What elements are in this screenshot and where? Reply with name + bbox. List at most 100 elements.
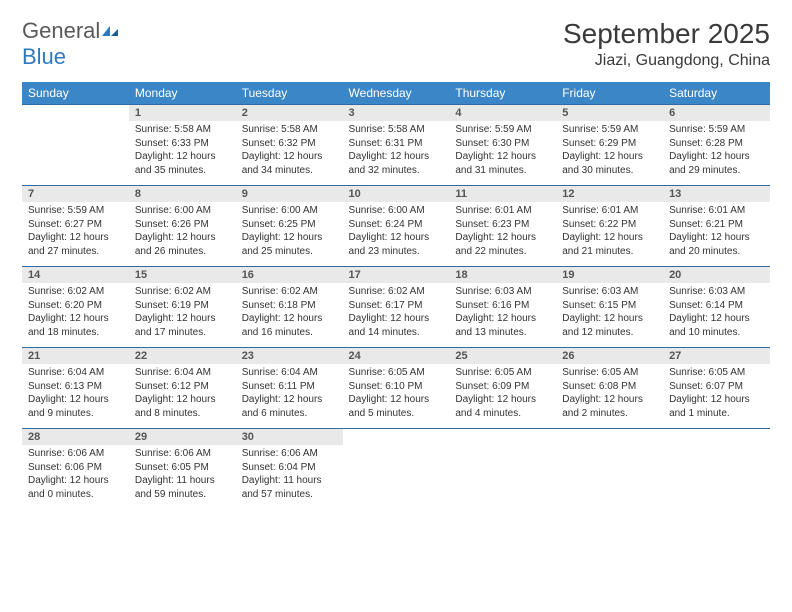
day-body: Sunrise: 5:59 AMSunset: 6:30 PMDaylight:…	[449, 121, 556, 185]
day-body: Sunrise: 6:00 AMSunset: 6:26 PMDaylight:…	[129, 202, 236, 266]
sunrise-text: Sunrise: 6:05 AM	[455, 366, 550, 380]
day-number: 20	[663, 267, 770, 283]
sunset-text: Sunset: 6:12 PM	[135, 380, 230, 394]
sunrise-text: Sunrise: 6:01 AM	[562, 204, 657, 218]
day-cell: 8Sunrise: 6:00 AMSunset: 6:26 PMDaylight…	[129, 186, 236, 267]
day-number: 15	[129, 267, 236, 283]
day-cell: 10Sunrise: 6:00 AMSunset: 6:24 PMDayligh…	[343, 186, 450, 267]
day-body: Sunrise: 6:04 AMSunset: 6:11 PMDaylight:…	[236, 364, 343, 428]
day-number: 5	[556, 105, 663, 121]
day-body	[343, 433, 450, 495]
day-cell: 2Sunrise: 5:58 AMSunset: 6:32 PMDaylight…	[236, 105, 343, 186]
day-body: Sunrise: 5:59 AMSunset: 6:28 PMDaylight:…	[663, 121, 770, 185]
day-cell: 13Sunrise: 6:01 AMSunset: 6:21 PMDayligh…	[663, 186, 770, 267]
sunset-text: Sunset: 6:25 PM	[242, 218, 337, 232]
day-body: Sunrise: 6:03 AMSunset: 6:16 PMDaylight:…	[449, 283, 556, 347]
daylight-text: Daylight: 12 hours and 25 minutes.	[242, 231, 337, 258]
day-cell: 21Sunrise: 6:04 AMSunset: 6:13 PMDayligh…	[22, 348, 129, 429]
sunrise-text: Sunrise: 6:04 AM	[28, 366, 123, 380]
day-body: Sunrise: 6:05 AMSunset: 6:07 PMDaylight:…	[663, 364, 770, 428]
day-cell: 14Sunrise: 6:02 AMSunset: 6:20 PMDayligh…	[22, 267, 129, 348]
daylight-text: Daylight: 12 hours and 6 minutes.	[242, 393, 337, 420]
logo-sail-icon	[100, 18, 120, 32]
dayhead-sat: Saturday	[663, 82, 770, 105]
day-number: 7	[22, 186, 129, 202]
daylight-text: Daylight: 12 hours and 10 minutes.	[669, 312, 764, 339]
sunrise-text: Sunrise: 5:58 AM	[349, 123, 444, 137]
day-body: Sunrise: 6:03 AMSunset: 6:14 PMDaylight:…	[663, 283, 770, 347]
sunrise-text: Sunrise: 6:03 AM	[669, 285, 764, 299]
logo: General Blue	[22, 18, 120, 70]
day-number: 4	[449, 105, 556, 121]
dayhead-mon: Monday	[129, 82, 236, 105]
day-number: 19	[556, 267, 663, 283]
day-body	[663, 433, 770, 495]
day-cell: 24Sunrise: 6:05 AMSunset: 6:10 PMDayligh…	[343, 348, 450, 429]
daylight-text: Daylight: 12 hours and 23 minutes.	[349, 231, 444, 258]
day-number: 26	[556, 348, 663, 364]
sunrise-text: Sunrise: 6:06 AM	[135, 447, 230, 461]
dayhead-thu: Thursday	[449, 82, 556, 105]
daylight-text: Daylight: 12 hours and 22 minutes.	[455, 231, 550, 258]
title-block: September 2025 Jiazi, Guangdong, China	[563, 18, 770, 70]
daylight-text: Daylight: 12 hours and 27 minutes.	[28, 231, 123, 258]
day-body: Sunrise: 6:05 AMSunset: 6:10 PMDaylight:…	[343, 364, 450, 428]
sunrise-text: Sunrise: 6:06 AM	[28, 447, 123, 461]
day-body: Sunrise: 5:58 AMSunset: 6:32 PMDaylight:…	[236, 121, 343, 185]
day-body: Sunrise: 6:00 AMSunset: 6:24 PMDaylight:…	[343, 202, 450, 266]
day-cell: 30Sunrise: 6:06 AMSunset: 6:04 PMDayligh…	[236, 429, 343, 510]
sunrise-text: Sunrise: 6:02 AM	[242, 285, 337, 299]
day-number: 2	[236, 105, 343, 121]
sunrise-text: Sunrise: 6:05 AM	[669, 366, 764, 380]
daylight-text: Daylight: 12 hours and 2 minutes.	[562, 393, 657, 420]
sunset-text: Sunset: 6:22 PM	[562, 218, 657, 232]
sunset-text: Sunset: 6:31 PM	[349, 137, 444, 151]
week-row: 7Sunrise: 5:59 AMSunset: 6:27 PMDaylight…	[22, 186, 770, 267]
day-body: Sunrise: 6:01 AMSunset: 6:22 PMDaylight:…	[556, 202, 663, 266]
sunrise-text: Sunrise: 5:59 AM	[455, 123, 550, 137]
daylight-text: Daylight: 12 hours and 31 minutes.	[455, 150, 550, 177]
day-number: 10	[343, 186, 450, 202]
day-cell: 22Sunrise: 6:04 AMSunset: 6:12 PMDayligh…	[129, 348, 236, 429]
day-body: Sunrise: 5:58 AMSunset: 6:31 PMDaylight:…	[343, 121, 450, 185]
day-cell: 6Sunrise: 5:59 AMSunset: 6:28 PMDaylight…	[663, 105, 770, 186]
sunrise-text: Sunrise: 5:59 AM	[669, 123, 764, 137]
day-body: Sunrise: 6:06 AMSunset: 6:05 PMDaylight:…	[129, 445, 236, 509]
day-body	[449, 433, 556, 495]
sunset-text: Sunset: 6:11 PM	[242, 380, 337, 394]
daylight-text: Daylight: 12 hours and 26 minutes.	[135, 231, 230, 258]
day-cell	[22, 105, 129, 186]
logo-word1: General	[22, 18, 100, 43]
sunset-text: Sunset: 6:21 PM	[669, 218, 764, 232]
week-row: 28Sunrise: 6:06 AMSunset: 6:06 PMDayligh…	[22, 429, 770, 510]
sunrise-text: Sunrise: 6:04 AM	[242, 366, 337, 380]
day-number: 14	[22, 267, 129, 283]
sunset-text: Sunset: 6:17 PM	[349, 299, 444, 313]
sunrise-text: Sunrise: 6:02 AM	[135, 285, 230, 299]
day-number: 18	[449, 267, 556, 283]
day-number: 9	[236, 186, 343, 202]
sunset-text: Sunset: 6:13 PM	[28, 380, 123, 394]
day-cell: 15Sunrise: 6:02 AMSunset: 6:19 PMDayligh…	[129, 267, 236, 348]
day-cell: 3Sunrise: 5:58 AMSunset: 6:31 PMDaylight…	[343, 105, 450, 186]
day-header-row: Sunday Monday Tuesday Wednesday Thursday…	[22, 82, 770, 105]
daylight-text: Daylight: 12 hours and 9 minutes.	[28, 393, 123, 420]
location-text: Jiazi, Guangdong, China	[563, 52, 770, 70]
sunrise-text: Sunrise: 6:00 AM	[242, 204, 337, 218]
daylight-text: Daylight: 12 hours and 4 minutes.	[455, 393, 550, 420]
sunrise-text: Sunrise: 5:58 AM	[242, 123, 337, 137]
sunset-text: Sunset: 6:19 PM	[135, 299, 230, 313]
day-body: Sunrise: 5:59 AMSunset: 6:29 PMDaylight:…	[556, 121, 663, 185]
day-number: 6	[663, 105, 770, 121]
logo-word2: Blue	[22, 44, 66, 69]
day-body: Sunrise: 6:02 AMSunset: 6:18 PMDaylight:…	[236, 283, 343, 347]
sunrise-text: Sunrise: 6:06 AM	[242, 447, 337, 461]
daylight-text: Daylight: 12 hours and 13 minutes.	[455, 312, 550, 339]
sunset-text: Sunset: 6:04 PM	[242, 461, 337, 475]
day-body: Sunrise: 6:05 AMSunset: 6:08 PMDaylight:…	[556, 364, 663, 428]
sunrise-text: Sunrise: 5:59 AM	[562, 123, 657, 137]
day-number: 28	[22, 429, 129, 445]
daylight-text: Daylight: 12 hours and 21 minutes.	[562, 231, 657, 258]
sunrise-text: Sunrise: 6:02 AM	[28, 285, 123, 299]
day-cell: 4Sunrise: 5:59 AMSunset: 6:30 PMDaylight…	[449, 105, 556, 186]
